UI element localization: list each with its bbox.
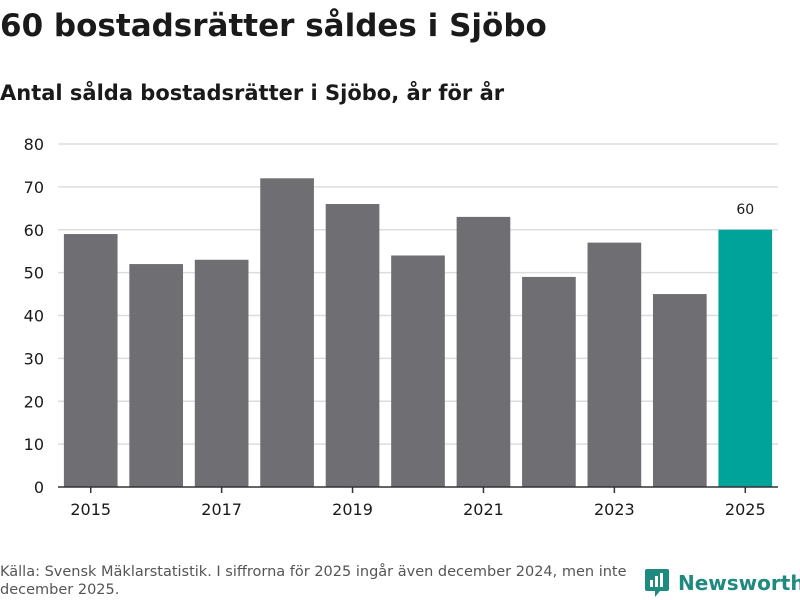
bar-2025: [718, 229, 773, 487]
y-tick-label: 80: [24, 135, 44, 154]
bar-2024: [652, 294, 707, 487]
x-tick-label: 2017: [201, 500, 242, 519]
bar-2015: [63, 234, 118, 487]
x-tick-label: 2021: [463, 500, 504, 519]
x-tick-label: 2023: [594, 500, 635, 519]
y-tick-label: 70: [24, 178, 44, 197]
bar-2021: [456, 216, 511, 487]
y-tick-label: 50: [24, 264, 44, 283]
y-tick-label: 0: [34, 478, 44, 497]
source-note: Källa: Svensk Mäklarstatistik. I siffror…: [0, 564, 627, 598]
bar-2016: [129, 264, 184, 487]
y-tick-label: 60: [24, 221, 44, 240]
y-tick-label: 10: [24, 435, 44, 454]
data-label: 60: [736, 202, 754, 218]
y-tick-label: 40: [24, 307, 44, 326]
brand-name: Newsworthy: [678, 571, 800, 595]
x-tick-label: 2015: [70, 500, 111, 519]
x-tick-label: 2025: [725, 500, 766, 519]
chart-title: 60 bostadsrätter såldes i Sjöbo: [0, 8, 547, 44]
bar-2020: [391, 255, 445, 487]
chart-subtitle: Antal sålda bostadsrätter i Sjöbo, år fö…: [0, 81, 505, 105]
bar-2018: [260, 178, 314, 488]
bar-2023: [587, 242, 642, 487]
bar-2019: [325, 204, 380, 487]
bar-chart: 0 10 20 30 40 50 60 70 80 2015 2017 2019 2021 2023 202…: [24, 135, 778, 519]
x-tick-label: 2019: [332, 500, 373, 519]
y-tick-label: 20: [24, 392, 44, 411]
bar-2017: [194, 259, 249, 487]
brand-logo: Newsworthy: [644, 568, 800, 598]
newsworthy-logo-icon: [645, 569, 669, 597]
y-tick-label: 30: [24, 349, 44, 368]
bar-2022: [522, 276, 576, 487]
